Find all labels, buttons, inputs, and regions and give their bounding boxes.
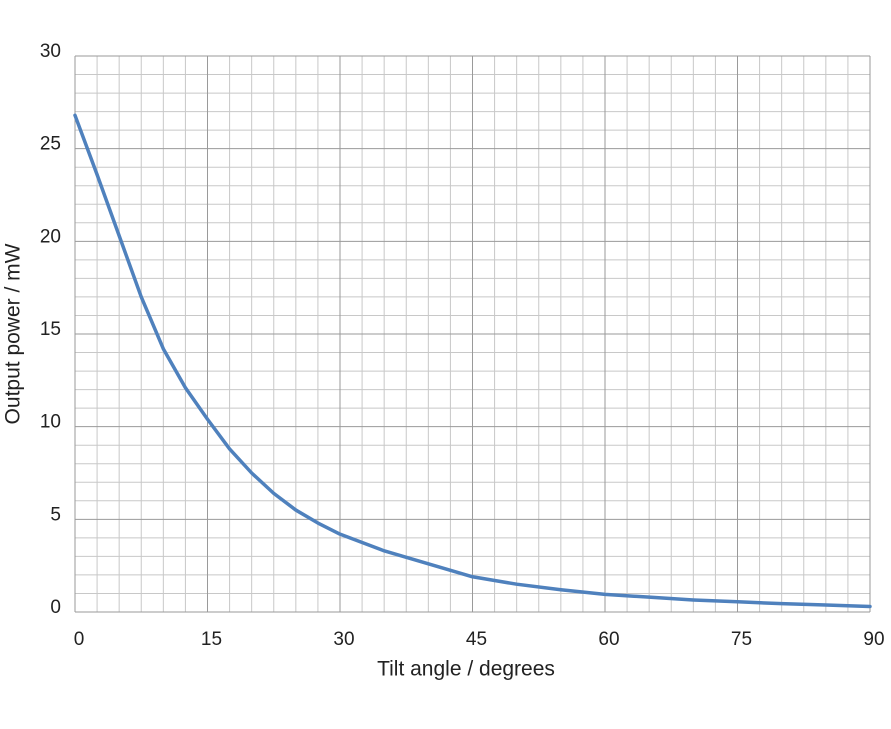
y-tick-label: 30 — [40, 41, 61, 62]
y-tick-label: 20 — [40, 226, 61, 247]
x-tick-label: 90 — [863, 629, 884, 650]
x-tick-label: 30 — [333, 629, 354, 650]
x-tick-label: 0 — [74, 629, 85, 650]
x-tick-label: 45 — [466, 629, 487, 650]
x-axis-label: Tilt angle / degrees — [377, 658, 555, 681]
data-line — [73, 113, 872, 609]
y-tick-label: 10 — [40, 412, 61, 433]
y-axis-label: Output power / mW — [2, 243, 25, 424]
y-tick-label: 0 — [50, 597, 61, 618]
x-tick-label: 15 — [201, 629, 222, 650]
y-tick-label: 25 — [40, 134, 61, 155]
y-tick-label: 5 — [50, 504, 61, 525]
y-tick-label: 15 — [40, 319, 61, 340]
x-tick-label: 60 — [598, 629, 619, 650]
x-tick-label: 75 — [731, 629, 752, 650]
